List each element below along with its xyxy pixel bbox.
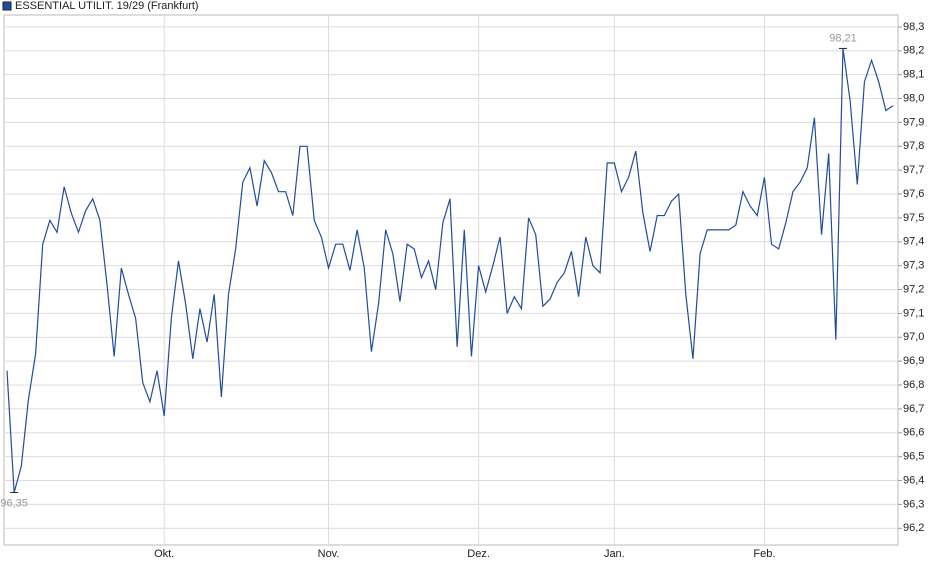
annotation-label: 96,35 bbox=[0, 497, 28, 509]
x-tick-label: Jan. bbox=[604, 548, 625, 560]
y-tick-label: 97,0 bbox=[903, 331, 924, 343]
y-tick-label: 96,3 bbox=[903, 498, 924, 510]
y-tick-label: 97,8 bbox=[903, 140, 924, 152]
y-tick-label: 98,1 bbox=[903, 69, 924, 81]
x-tick-label: Dez. bbox=[467, 548, 490, 560]
y-tick-label: 96,6 bbox=[903, 427, 924, 439]
y-tick-label: 98,3 bbox=[903, 21, 924, 33]
y-tick-label: 96,2 bbox=[903, 522, 924, 534]
y-tick-label: 96,5 bbox=[903, 451, 924, 463]
annotation-label: 98,21 bbox=[829, 32, 857, 44]
x-tick-label: Okt. bbox=[154, 548, 174, 560]
y-tick-label: 97,6 bbox=[903, 188, 924, 200]
plot-frame bbox=[3, 14, 899, 546]
x-tick-label: Nov. bbox=[318, 548, 340, 560]
y-tick-label: 97,4 bbox=[903, 236, 924, 248]
y-tick-label: 96,9 bbox=[903, 355, 924, 367]
y-tick-label: 97,5 bbox=[903, 212, 924, 224]
y-tick-label: 97,3 bbox=[903, 260, 924, 272]
y-tick-label: 96,7 bbox=[903, 403, 924, 415]
y-tick-label: 97,7 bbox=[903, 164, 924, 176]
y-tick-label: 98,2 bbox=[903, 45, 924, 57]
y-tick-label: 97,1 bbox=[903, 307, 924, 319]
x-tick-label: Feb. bbox=[753, 548, 775, 560]
y-tick-label: 97,2 bbox=[903, 283, 924, 295]
y-tick-label: 97,9 bbox=[903, 116, 924, 128]
legend-swatch bbox=[2, 1, 12, 11]
line-series bbox=[6, 48, 894, 493]
y-tick-label: 96,4 bbox=[903, 474, 924, 486]
y-tick-label: 98,0 bbox=[903, 92, 924, 104]
y-tick-label: 96,8 bbox=[903, 379, 924, 391]
legend-label: ESSENTIAL UTILIT. 19/29 (Frankfurt) bbox=[15, 0, 199, 12]
